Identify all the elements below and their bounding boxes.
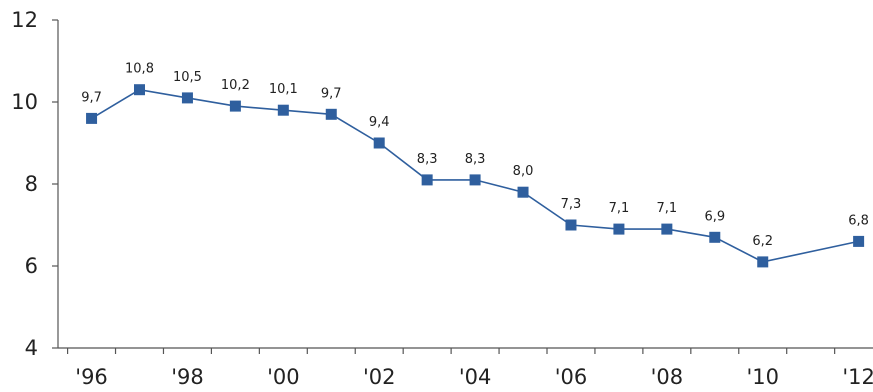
data-point-marker: [565, 219, 577, 231]
data-label: 10,1: [269, 82, 298, 97]
x-tick-label: '00: [267, 365, 300, 389]
data-point-marker: [709, 231, 721, 243]
series-layer: [86, 84, 865, 268]
data-label: 10,5: [173, 70, 202, 85]
data-point-marker: [661, 223, 673, 235]
x-tick-label: '96: [75, 365, 108, 389]
data-point-marker: [421, 174, 433, 186]
y-axis: 4 6 8 10 12: [11, 8, 59, 360]
data-label: 9,4: [369, 115, 390, 130]
data-label: 7,1: [609, 201, 630, 216]
y-tick-label: 6: [25, 254, 38, 278]
data-point-marker: [325, 108, 337, 120]
data-label: 7,3: [561, 197, 582, 212]
data-point-marker: [517, 186, 529, 198]
data-point-marker: [181, 92, 193, 104]
data-label: 8,3: [465, 152, 486, 167]
x-tick-label: '10: [746, 365, 779, 389]
data-label: 8,0: [513, 164, 534, 179]
data-point-marker: [469, 174, 481, 186]
x-tick-label: '04: [459, 365, 492, 389]
data-label: 10,8: [125, 62, 154, 77]
data-label: 6,9: [704, 209, 725, 224]
data-label: 6,8: [848, 213, 869, 228]
x-tick-label: '02: [363, 365, 396, 389]
data-point-marker: [277, 104, 289, 116]
data-point-marker: [229, 100, 241, 112]
data-point-marker: [613, 223, 625, 235]
data-point-marker: [134, 84, 145, 96]
data-label: 6,2: [752, 234, 773, 249]
data-point-marker: [373, 137, 385, 149]
data-point-marker: [757, 256, 769, 268]
data-point-marker: [853, 235, 865, 247]
series-line: [91, 88, 859, 263]
data-label: 8,3: [417, 152, 438, 167]
data-point-marker: [86, 112, 98, 124]
data-label: 7,1: [657, 201, 678, 216]
data-label: 9,7: [81, 90, 102, 105]
data-labels-layer: 9,7 10,8 10,5 10,2 10,1 9,7 9,4 8,3 8,3 8,0 7,3 7,1…: [81, 62, 869, 249]
y-tick-label: 8: [25, 172, 38, 196]
x-tick-label: '08: [651, 365, 684, 389]
y-tick-label: 10: [11, 90, 38, 114]
x-axis: '96 '98 '00 '02 '04 '06 '08 '10 '12: [58, 347, 873, 389]
y-tick-label: 12: [11, 8, 38, 32]
data-label: 9,7: [321, 86, 342, 101]
x-tick-label: '98: [171, 365, 204, 389]
x-tick-label: '06: [555, 365, 588, 389]
y-tick-label: 4: [25, 336, 38, 360]
x-tick-label: '12: [842, 365, 873, 389]
data-label: 10,2: [221, 78, 250, 93]
